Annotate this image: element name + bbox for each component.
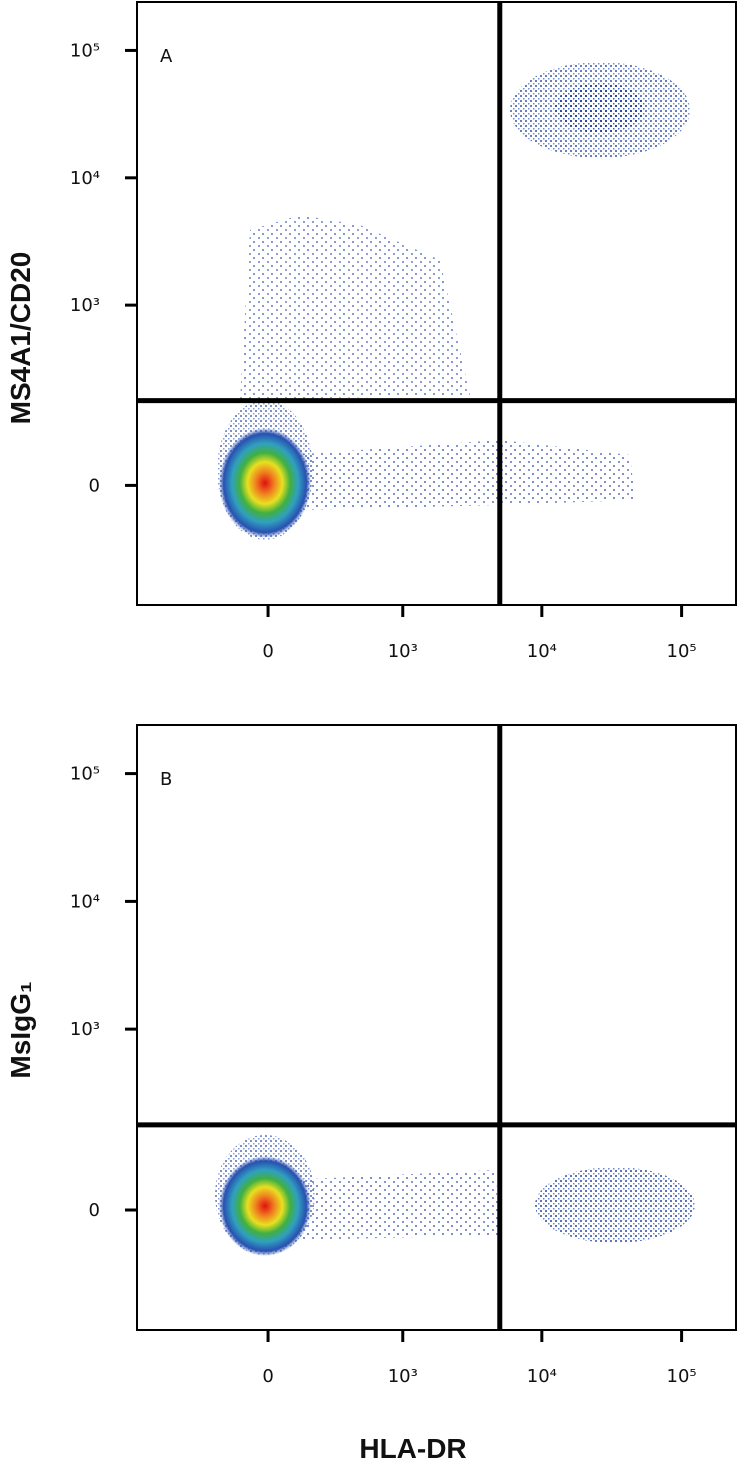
y-tick-label: 10³: [70, 295, 100, 316]
y-tick-label: 10⁵: [70, 764, 100, 785]
x-tick-label: 10⁵: [667, 1366, 697, 1387]
plot-frame: [136, 1, 737, 606]
population-cloud: [217, 62, 690, 540]
panel-label: B: [160, 769, 172, 790]
x-tick-label: 10⁴: [527, 1366, 557, 1387]
y-tick-label: 10³: [70, 1019, 100, 1040]
x-tick-label: 10³: [388, 641, 418, 662]
y-tick-label: 10⁴: [70, 891, 100, 912]
x-tick-label: 10⁵: [667, 641, 697, 662]
plot-frame: [136, 724, 737, 1331]
population-cloud: [215, 1135, 695, 1256]
x-tick-label: 10⁴: [527, 641, 557, 662]
panel-label: A: [160, 46, 173, 67]
y-axis-label: MsIgG₁: [5, 981, 36, 1078]
x-axis-label: HLA-DR: [359, 1433, 466, 1464]
x-tick-label: 0: [262, 1366, 273, 1387]
x-tick-label: 10³: [388, 1366, 418, 1387]
y-tick-label: 10⁵: [70, 40, 100, 61]
x-tick-label: 0: [262, 641, 273, 662]
y-axis-label: MS4A1/CD20: [5, 252, 36, 425]
y-tick-label: 10⁴: [70, 168, 100, 189]
y-tick-label: 0: [89, 475, 100, 496]
y-tick-label: 0: [89, 1200, 100, 1221]
